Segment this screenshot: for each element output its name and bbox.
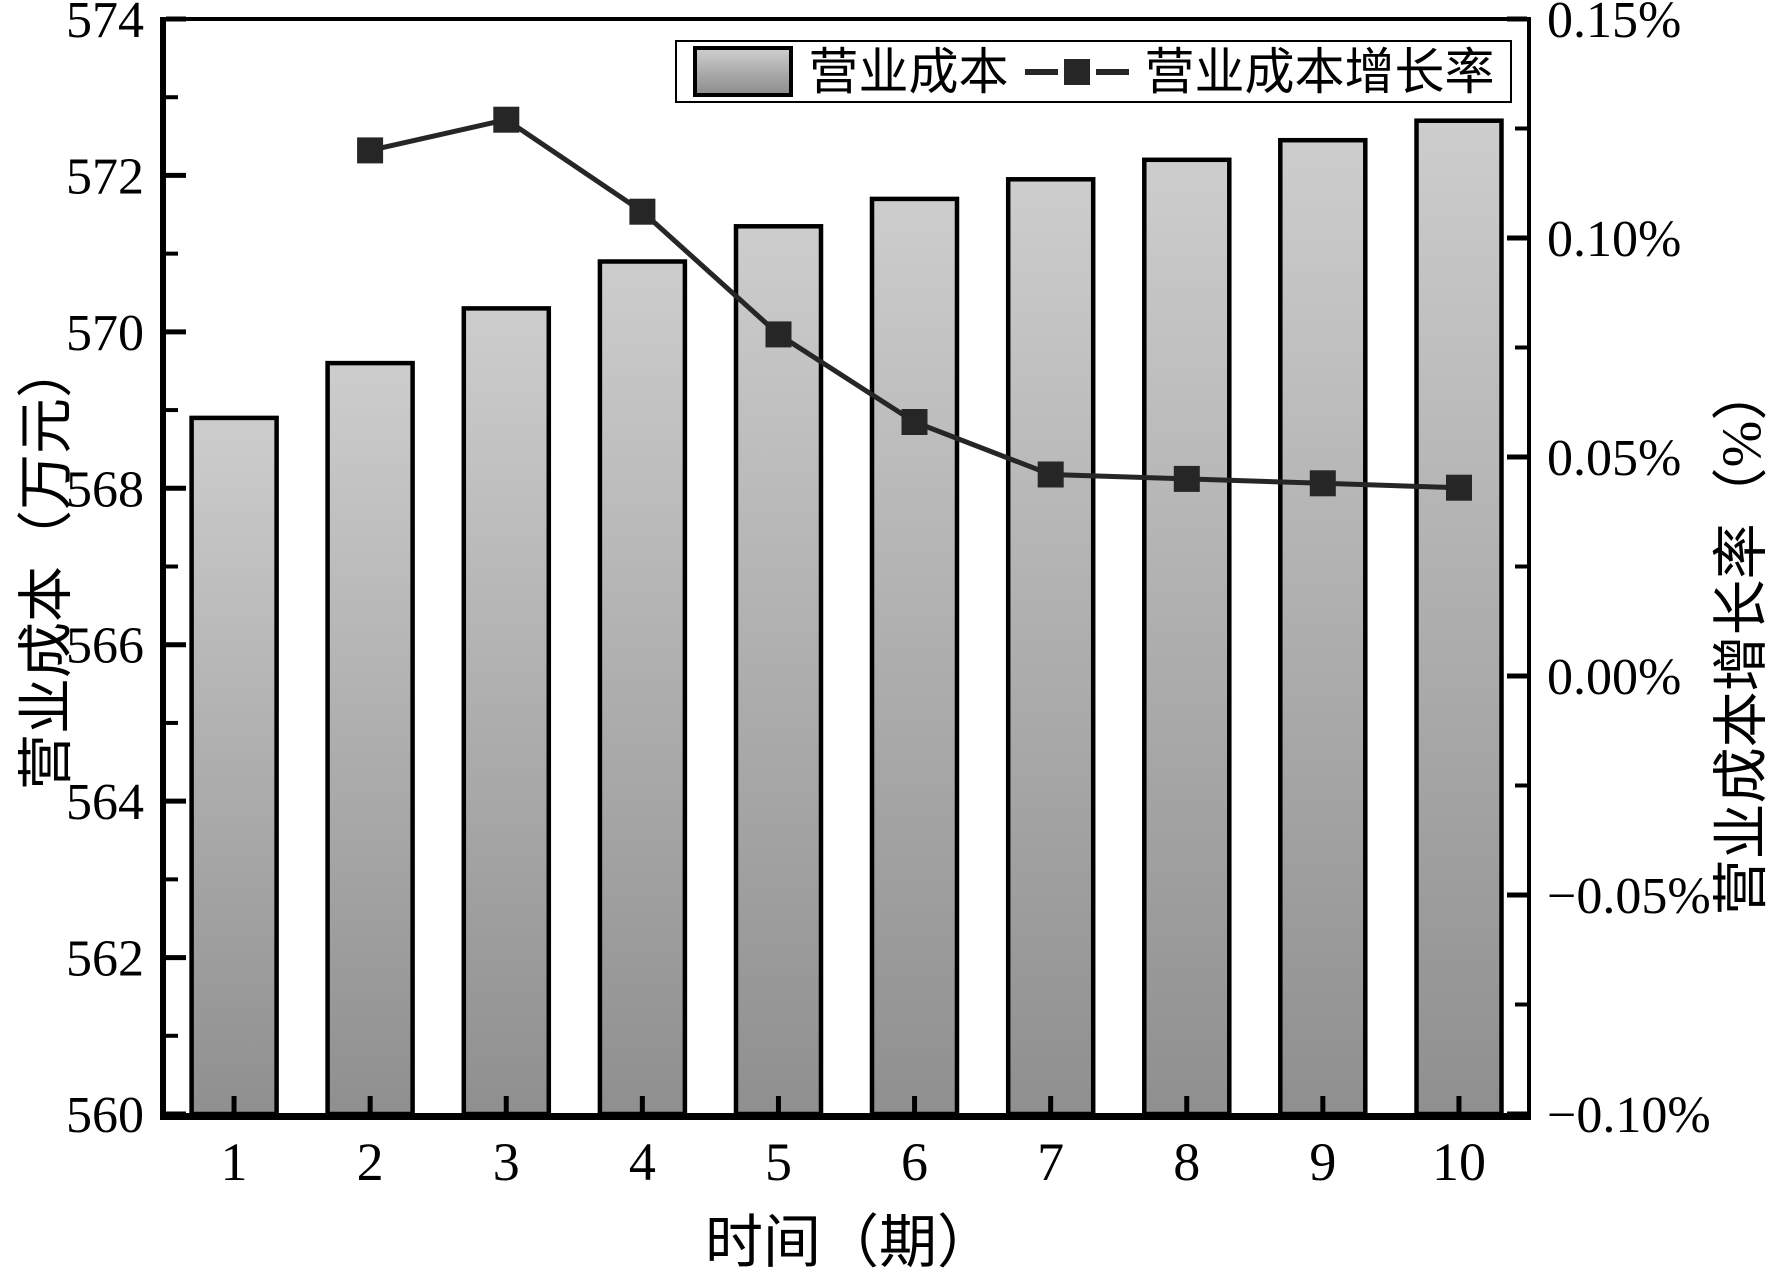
legend-line-label: 营业成本增长率 [1145, 47, 1495, 97]
right-tick-label: 0.00% [1547, 649, 1681, 706]
legend-bar-label: 营业成本 [809, 47, 1009, 97]
legend-line-marker [1025, 59, 1129, 85]
bar [1280, 140, 1365, 1114]
square-marker-icon [1038, 462, 1064, 488]
bar [464, 308, 549, 1114]
x-axis-title: 时间（期） [705, 1195, 995, 1279]
x-tick-label: 9 [1309, 1132, 1336, 1192]
x-tick-label: 2 [357, 1132, 384, 1192]
bar [192, 418, 277, 1114]
square-marker-icon [766, 321, 792, 347]
square-marker-icon [629, 199, 655, 225]
left-axis-title: 营业成本（万元） [2, 342, 83, 790]
bar [328, 363, 413, 1114]
left-tick-label: 560 [66, 1087, 144, 1144]
bar [1144, 160, 1229, 1114]
right-axis-title: 营业成本增长率（%） [1697, 365, 1772, 916]
x-tick-label: 3 [493, 1132, 520, 1192]
square-marker-icon [902, 409, 928, 435]
square-marker-icon [1310, 470, 1336, 496]
square-marker-icon [357, 137, 383, 163]
bars-group [192, 121, 1502, 1114]
x-tick-label: 6 [901, 1132, 928, 1192]
bar [600, 262, 685, 1115]
bar [872, 199, 957, 1114]
x-tick-label: 1 [221, 1132, 248, 1192]
square-marker-icon [1446, 475, 1472, 501]
square-marker-icon [1174, 466, 1200, 492]
left-tick-label: 562 [66, 931, 144, 988]
bar [736, 226, 821, 1114]
legend: 营业成本 营业成本增长率 [675, 40, 1512, 103]
x-tick-label: 4 [629, 1132, 656, 1192]
legend-bar-swatch [693, 46, 793, 97]
x-tick-label: 5 [765, 1132, 792, 1192]
left-tick-label: 572 [66, 148, 144, 205]
x-tick-label: 8 [1173, 1132, 1200, 1192]
bar [1008, 179, 1093, 1114]
right-tick-label: 0.05% [1547, 430, 1681, 487]
right-tick-label: 0.10% [1547, 211, 1681, 268]
right-tick-label: −0.05% [1547, 868, 1711, 925]
right-tick-label: 0.15% [1547, 0, 1681, 49]
square-marker-icon [493, 107, 519, 133]
right-tick-label: −0.10% [1547, 1087, 1711, 1144]
x-tick-label: 10 [1432, 1132, 1486, 1192]
bar [1417, 121, 1502, 1114]
x-tick-label: 7 [1037, 1132, 1064, 1192]
left-tick-label: 574 [66, 0, 144, 49]
square-marker-icon [1064, 59, 1090, 85]
